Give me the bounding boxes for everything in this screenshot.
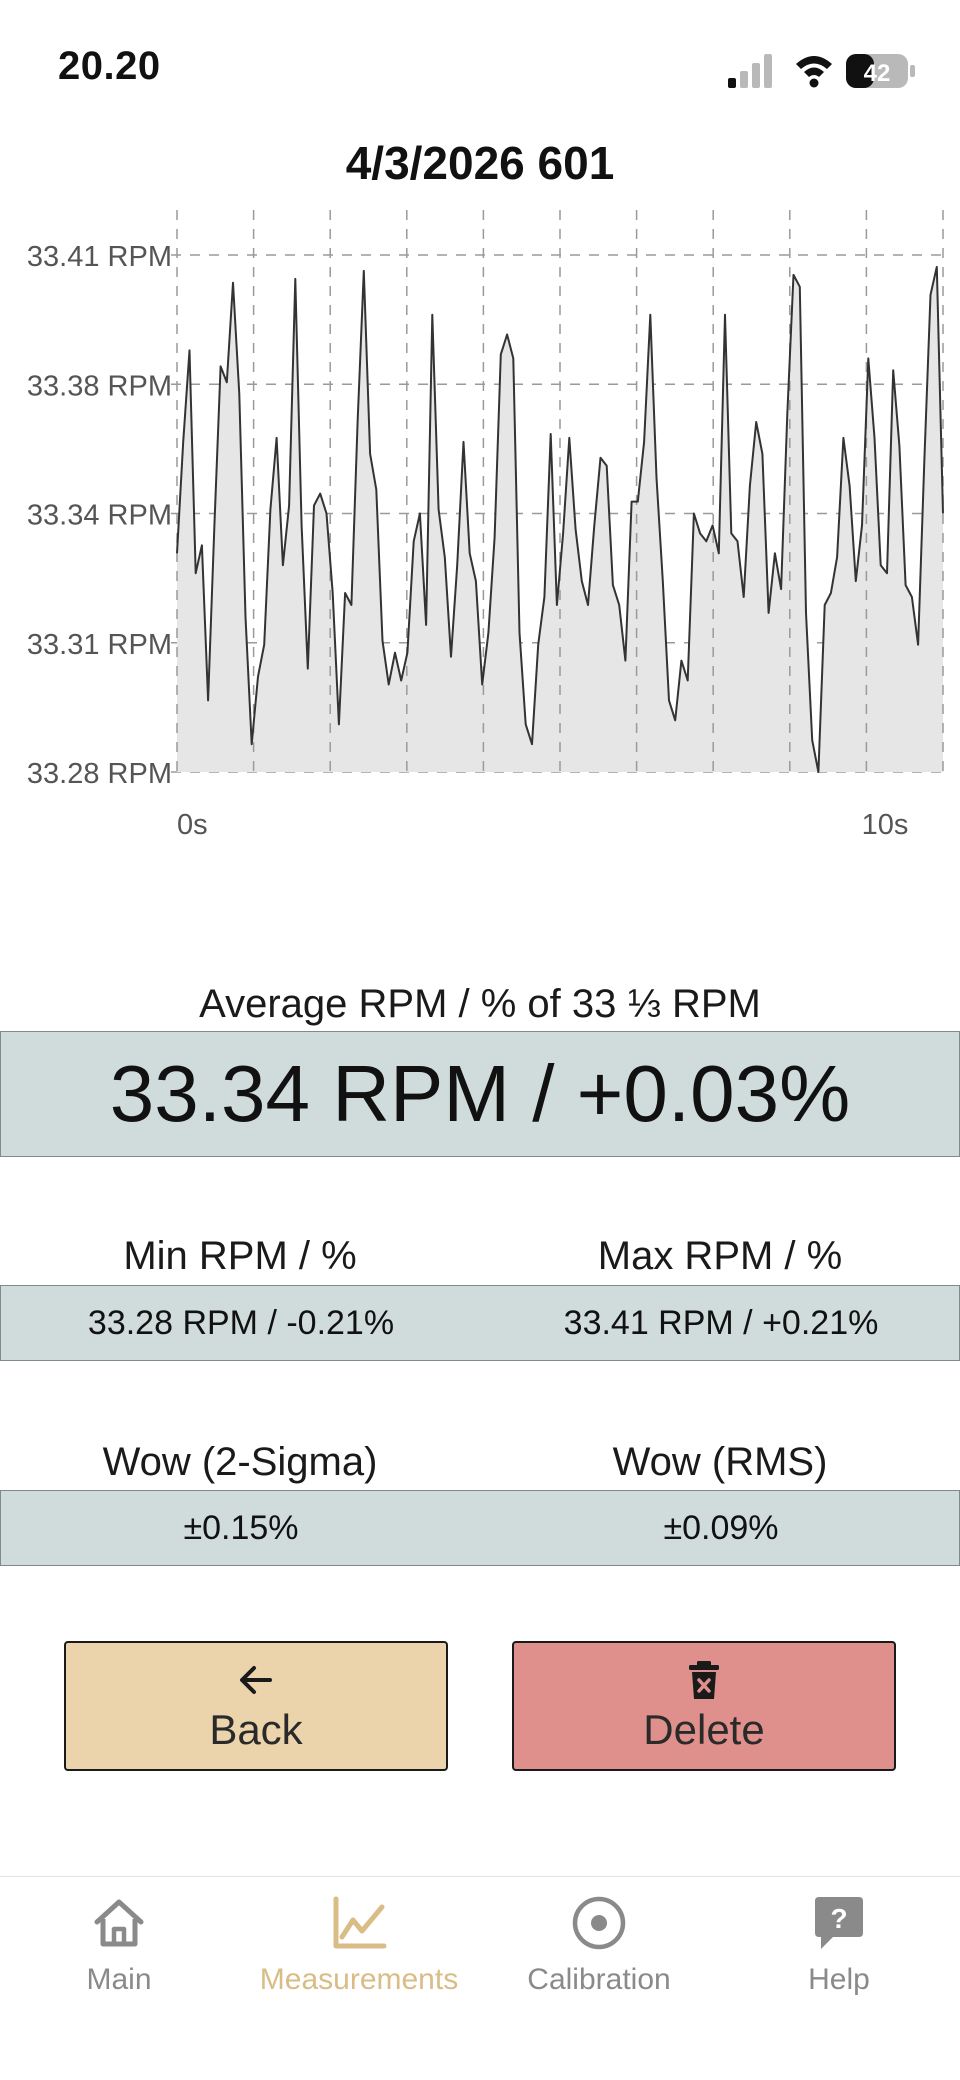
tab-measurements-label: Measurements xyxy=(259,1963,459,1996)
max-value: 33.41 RPM / +0.21% xyxy=(563,1303,879,1342)
wow-2sigma-value: ±0.15% xyxy=(183,1508,299,1547)
back-button-label: Back xyxy=(209,1706,303,1753)
status-time: 20.20 xyxy=(58,44,161,88)
tab-help[interactable]: ? Help xyxy=(729,1895,949,1997)
battery-icon: 42 xyxy=(846,54,915,88)
tab-bar: Main Measurements Calibration ? Help xyxy=(0,1876,960,2080)
rpm-chart: 33.41 RPM 33.38 RPM 33.34 RPM 33.31 RPM 33.2… xyxy=(27,210,944,841)
battery-level: 42 xyxy=(864,60,891,87)
y-axis-ticks: 33.41 RPM 33.38 RPM 33.34 RPM 33.31 RPM 33.2… xyxy=(27,241,172,790)
min-max-box: 33.28 RPM / -0.21% 33.41 RPM / +0.21% xyxy=(0,1285,960,1361)
wow-box: ±0.15% ±0.09% xyxy=(0,1490,960,1566)
average-box: 33.34 RPM / +0.03% xyxy=(0,1031,960,1157)
trash-icon xyxy=(689,1661,719,1699)
tab-measurements[interactable]: Measurements xyxy=(249,1895,469,1997)
delete-button[interactable]: Delete xyxy=(512,1641,896,1771)
target-icon xyxy=(572,1896,626,1950)
arrow-left-icon xyxy=(240,1666,272,1694)
x-tick-label: 10s xyxy=(862,809,909,841)
average-value: 33.34 RPM / +0.03% xyxy=(109,1049,851,1138)
status-icons: 42 xyxy=(728,54,915,88)
cellular-signal-icon xyxy=(728,54,772,88)
min-value: 33.28 RPM / -0.21% xyxy=(87,1303,395,1342)
tab-main-label: Main xyxy=(86,1963,152,1996)
chart-line-icon xyxy=(333,1896,387,1949)
tab-main[interactable]: Main xyxy=(9,1895,229,1997)
wow-2sigma-label: Wow (2-Sigma) xyxy=(102,1440,378,1484)
svg-text:?: ? xyxy=(830,1903,847,1934)
tab-calibration[interactable]: Calibration xyxy=(489,1895,709,1997)
wow-rms-label: Wow (RMS) xyxy=(612,1440,828,1484)
y-tick-label: 33.38 RPM xyxy=(27,370,172,402)
home-icon xyxy=(94,1899,144,1947)
page-title: 4/3/2026 601 xyxy=(345,137,615,189)
delete-button-label: Delete xyxy=(643,1706,765,1753)
tab-calibration-label: Calibration xyxy=(527,1963,671,1996)
x-tick-label: 0s xyxy=(177,809,208,841)
y-tick-label: 33.34 RPM xyxy=(27,500,172,532)
help-bubble-icon: ? xyxy=(815,1897,863,1949)
status-bar: 20.20 42 xyxy=(0,0,960,130)
y-tick-label: 33.31 RPM xyxy=(27,629,172,661)
min-label: Min RPM / % xyxy=(123,1234,357,1278)
y-tick-label: 33.41 RPM xyxy=(27,241,172,273)
wow-rms-value: ±0.09% xyxy=(663,1508,779,1547)
y-tick-label: 33.28 RPM xyxy=(27,758,172,790)
average-label: Average RPM / % of 33 ⅓ RPM xyxy=(199,982,761,1026)
max-label: Max RPM / % xyxy=(597,1234,843,1278)
back-button[interactable]: Back xyxy=(64,1641,448,1771)
wifi-icon xyxy=(796,56,832,88)
tab-help-label: Help xyxy=(808,1963,870,1996)
rpm-series-line xyxy=(176,265,944,773)
x-axis-ticks: 0s 10s xyxy=(177,809,908,841)
rpm-series-area xyxy=(177,266,943,772)
